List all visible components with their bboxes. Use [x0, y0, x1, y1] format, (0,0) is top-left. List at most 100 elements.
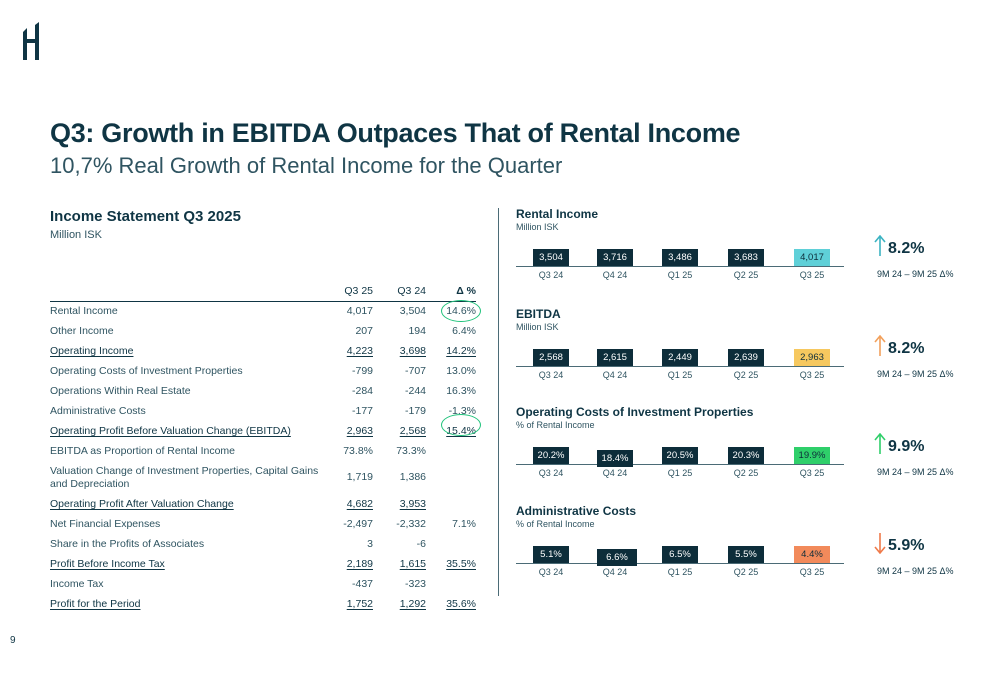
kpi-unit: Million ISK	[516, 322, 559, 332]
page-title: Q3: Growth in EBITDA Outpaces That of Re…	[50, 118, 741, 148]
row-label: Other Income	[50, 325, 114, 337]
kpi-value-box: 3,504	[533, 249, 569, 266]
row-q325: -2,497	[343, 518, 373, 530]
income-statement-table: Q3 25 Q3 24 Δ % Rental Income 4,017 3,504 1…	[50, 282, 476, 615]
kpi-value-box: 3,683	[728, 249, 764, 266]
kpi-value-box: 5.1%	[533, 546, 569, 563]
kpi-axis-line	[516, 464, 844, 465]
kpi-quarter-label: Q3 24	[538, 567, 564, 577]
table-row: Operating Income 4,223 3,698 14.2%	[50, 342, 476, 362]
kpi-summary-value: 8.2%	[888, 240, 925, 257]
row-q324: -244	[404, 385, 426, 397]
highlight-circle-rental-delta	[441, 300, 481, 322]
kpi-title: Operating Costs of Investment Properties	[516, 405, 754, 419]
table-row: Operations Within Real Estate -284 -244 16.…	[50, 382, 476, 402]
row-q324: -2,332	[396, 518, 426, 530]
highlight-circle-ebitda-delta	[441, 414, 481, 436]
kpi-value-box: 2,449	[662, 349, 698, 366]
arrow-up-icon	[874, 335, 886, 356]
page-subtitle: 10,7% Real Growth of Rental Income for t…	[50, 153, 563, 178]
kpi-summary-value: 8.2%	[888, 340, 925, 357]
row-q325: 1,719	[346, 471, 373, 483]
kpi-quarter-label: Q4 24	[602, 567, 628, 577]
kpi-value-box: 3,486	[662, 249, 698, 266]
kpi-value-box: 2,568	[533, 349, 569, 366]
kpi-quarter-label: Q3 24	[538, 468, 564, 478]
table-row: EBITDA as Proportion of Rental Income 73.…	[50, 442, 476, 462]
kpi-value-box: 20.2%	[533, 447, 569, 464]
table-row: Profit for the Period 1,752 1,292 35.6%	[50, 595, 476, 615]
row-delta: 6.4%	[452, 325, 476, 337]
income-statement-title: Income Statement Q3 2025	[50, 208, 241, 225]
table-row: Profit Before Income Tax 2,189 1,615 35.5%	[50, 555, 476, 575]
row-q325: -284	[351, 385, 373, 397]
kpi-value-box: 6.5%	[662, 546, 698, 563]
row-label: Profit Before Income Tax	[50, 558, 165, 570]
kpi-quarter-label: Q1 25	[667, 270, 693, 280]
kpi-value-box: 18.4%	[597, 450, 633, 467]
row-q324: 73.3%	[396, 445, 426, 457]
row-delta: 13.0%	[446, 365, 476, 377]
table-row: Rental Income 4,017 3,504 14.6%	[50, 302, 476, 322]
kpi-value-box: 4.4%	[794, 546, 830, 563]
kpi-quarter-label: Q3 25	[799, 567, 825, 577]
kpi-quarter-label: Q2 25	[733, 468, 759, 478]
kpi-summary-label: 9M 24 – 9M 25 Δ%	[877, 369, 954, 379]
kpi-quarter-label: Q1 25	[667, 567, 693, 577]
kpi-quarter-label: Q2 25	[733, 270, 759, 280]
table-body: Rental Income 4,017 3,504 14.6% Other Income…	[50, 302, 476, 615]
kpi-title: Rental Income	[516, 207, 599, 221]
header-q324: Q3 24	[397, 285, 426, 297]
divider-line	[498, 208, 499, 596]
row-label: Operating Profit After Valuation Change	[50, 498, 234, 510]
row-q324: 3,504	[399, 305, 426, 317]
page-number: 9	[10, 635, 16, 646]
row-q324: 3,953	[399, 498, 426, 510]
table-row: Valuation Change of Investment Propertie…	[50, 462, 476, 495]
row-label: Operating Profit Before Valuation Change…	[50, 425, 291, 437]
kpi-value-box: 19.9%	[794, 447, 830, 464]
kpi-title: Administrative Costs	[516, 504, 637, 518]
row-q325: -799	[351, 365, 373, 377]
row-q324: 1,386	[399, 471, 426, 483]
row-label: Valuation Change of Investment Propertie…	[50, 465, 319, 490]
row-label: Income Tax	[50, 578, 104, 590]
row-q325: 4,223	[346, 345, 373, 357]
row-delta: 35.5%	[446, 558, 476, 570]
row-delta: 7.1%	[452, 518, 476, 530]
row-q325: 73.8%	[343, 445, 373, 457]
table-row: Share in the Profits of Associates 3 -6	[50, 535, 476, 555]
kpi-title: EBITDA	[516, 307, 561, 321]
row-q324: 3,698	[399, 345, 426, 357]
row-q325: 4,017	[346, 305, 373, 317]
header-q325: Q3 25	[344, 285, 373, 297]
table-row: Income Tax -437 -323	[50, 575, 476, 595]
kpi-quarter-label: Q4 24	[602, 370, 628, 380]
kpi-value-box: 2,615	[597, 349, 633, 366]
kpi-value-box: 2,963	[794, 349, 830, 366]
kpi-axis-line	[516, 266, 844, 267]
kpi-quarter-label: Q4 24	[602, 468, 628, 478]
row-label: Operating Costs of Investment Properties	[50, 365, 243, 377]
kpi-axis-line	[516, 563, 844, 564]
kpi-value-box: 4,017	[794, 249, 830, 266]
row-label: Profit for the Period	[50, 598, 141, 610]
kpi-quarter-label: Q2 25	[733, 370, 759, 380]
kpi-summary-value: 5.9%	[888, 537, 925, 554]
arrow-up-icon	[874, 235, 886, 256]
row-q324: -707	[404, 365, 426, 377]
row-q324: -323	[404, 578, 426, 590]
arrow-down-icon	[874, 533, 886, 554]
row-q325: 1,752	[346, 598, 373, 610]
kpi-value-box: 6.6%	[597, 549, 637, 566]
row-label: Rental Income	[50, 305, 118, 317]
row-q324: -6	[416, 538, 426, 550]
row-q325: -177	[351, 405, 373, 417]
row-q325: 2,189	[346, 558, 373, 570]
row-q324: 1,292	[399, 598, 426, 610]
row-label: Operations Within Real Estate	[50, 385, 191, 397]
row-label: Net Financial Expenses	[50, 518, 161, 530]
kpi-quarter-label: Q3 25	[799, 468, 825, 478]
table-row: Operating Profit After Valuation Change 4…	[50, 495, 476, 515]
row-q325: 4,682	[346, 498, 373, 510]
